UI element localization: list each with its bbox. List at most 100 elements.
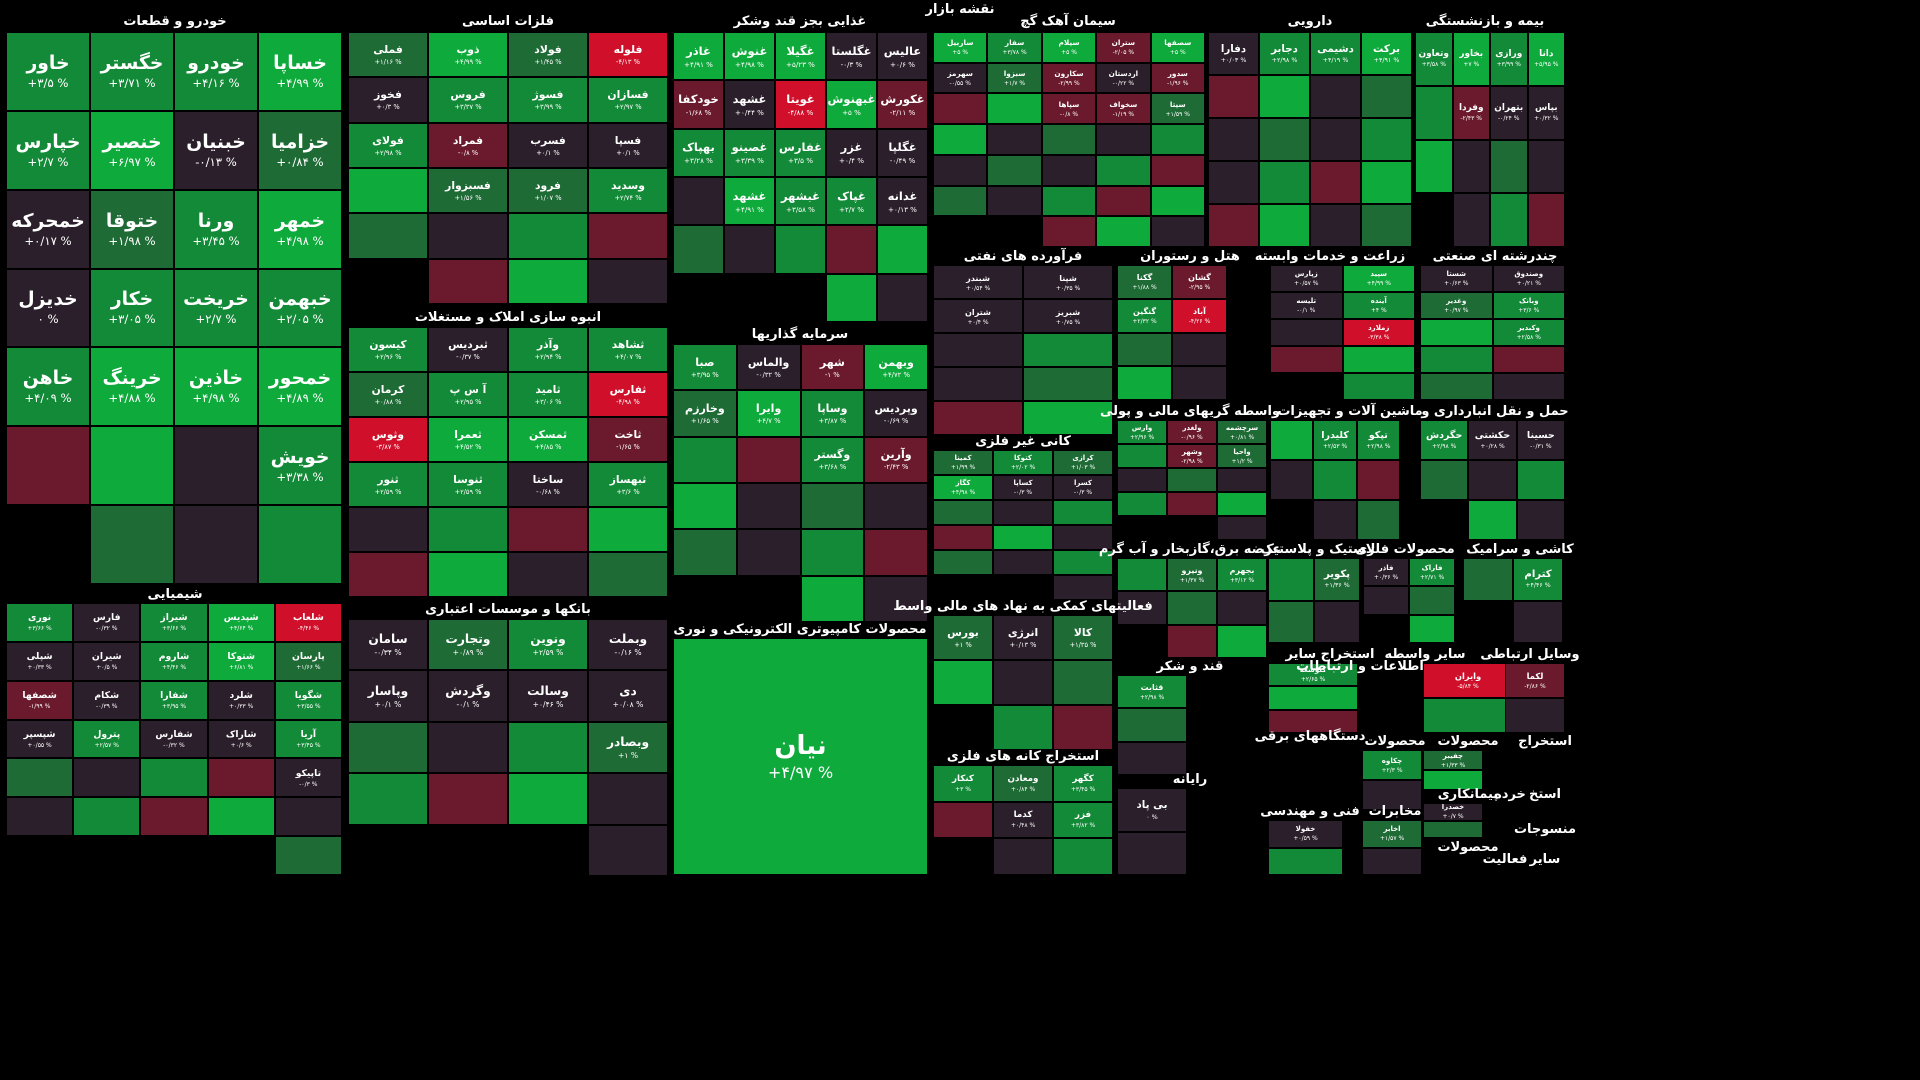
filler-tile[interactable] — [1167, 492, 1217, 516]
stock-tile[interactable]: شپسپر +۰/۵۵ % — [6, 719, 74, 759]
filler-tile[interactable] — [933, 154, 988, 186]
stock-tile[interactable]: وسالت +۰/۴۶ % — [508, 670, 588, 722]
stock-tile[interactable]: بی پاد ۰ % — [1117, 788, 1187, 832]
stock-tile[interactable]: خاذین +۴/۹۸ % — [174, 347, 258, 427]
stock-tile[interactable]: اردستان -۰/۲۲ % — [1096, 62, 1151, 94]
filler-tile[interactable] — [1150, 124, 1205, 155]
stock-tile[interactable]: فسازان +۲/۹۷ % — [588, 77, 668, 123]
filler-tile[interactable] — [1150, 185, 1205, 217]
stock-tile[interactable]: کساپا -۰/۳ % — [993, 475, 1053, 500]
stock-tile[interactable]: والماس -۰/۳۲ % — [736, 344, 801, 391]
filler-tile[interactable] — [1217, 591, 1267, 625]
filler-tile[interactable] — [1167, 468, 1217, 492]
stock-tile[interactable]: شستا +۰/۶۳ % — [1420, 265, 1493, 292]
stock-tile[interactable]: وساپا +۳/۸۷ % — [800, 390, 865, 437]
stock-tile[interactable]: نیان +۴/۹۷ % — [673, 638, 928, 875]
filler-tile[interactable] — [140, 797, 208, 837]
stock-tile[interactable]: غاذر +۴/۹۱ % — [673, 32, 724, 81]
stock-tile[interactable]: غفارس +۳/۵ % — [775, 128, 826, 177]
stock-tile[interactable]: شفارا +۳/۹۵ % — [140, 680, 208, 720]
stock-tile[interactable]: شلرد +۰/۳۳ % — [207, 680, 275, 720]
stock-tile[interactable]: خصدرا +۰/۷ % — [1423, 803, 1483, 821]
stock-tile[interactable]: کترام +۴/۴۶ % — [1513, 558, 1563, 601]
stock-tile[interactable]: سبزوا +۱/۷ % — [987, 62, 1042, 94]
filler-tile[interactable] — [800, 483, 865, 530]
stock-tile[interactable]: ثاخت -۱/۶۵ % — [588, 417, 668, 462]
filler-tile[interactable] — [1310, 118, 1361, 161]
stock-tile[interactable]: خبنیان -۰/۱۳ % — [174, 110, 258, 190]
filler-tile[interactable] — [933, 124, 988, 155]
stock-tile[interactable]: صبا +۳/۹۵ % — [673, 344, 737, 391]
filler-tile[interactable] — [1423, 770, 1483, 790]
stock-tile[interactable]: وتعاون +۳/۵۸ % — [1415, 32, 1453, 86]
stock-tile[interactable]: ختوقا +۱/۹۸ % — [90, 189, 174, 269]
filler-tile[interactable] — [993, 500, 1053, 525]
filler-tile[interactable] — [1452, 193, 1490, 247]
filler-tile[interactable] — [1053, 660, 1113, 705]
filler-tile[interactable] — [987, 154, 1042, 186]
filler-tile[interactable] — [1208, 118, 1259, 161]
stock-tile[interactable]: ثمسکن +۴/۸۵ % — [508, 417, 588, 462]
stock-tile[interactable]: خرینگ +۴/۸۸ % — [90, 347, 174, 427]
stock-tile[interactable]: خودرو +۴/۱۶ % — [174, 32, 258, 111]
filler-tile[interactable] — [1527, 139, 1565, 194]
stock-tile[interactable]: وبملت -۰/۱۶ % — [588, 619, 668, 671]
stock-tile[interactable]: سکارون -۲/۹۹ % — [1041, 62, 1097, 94]
stock-tile[interactable]: کنکار +۳ % — [933, 765, 993, 802]
filler-tile[interactable] — [1490, 193, 1528, 247]
stock-tile[interactable]: ونیرو +۱/۳۷ % — [1167, 558, 1217, 592]
filler-tile[interactable] — [1096, 216, 1151, 247]
filler-tile[interactable] — [1023, 333, 1113, 367]
filler-tile[interactable] — [588, 258, 668, 304]
filler-tile[interactable] — [1096, 154, 1151, 186]
stock-tile[interactable]: وارس +۲/۹۶ % — [1117, 420, 1167, 444]
filler-tile[interactable] — [1053, 525, 1113, 550]
stock-tile[interactable]: کتوسعه +۲/۶۵ % — [1268, 663, 1358, 687]
filler-tile[interactable] — [73, 758, 141, 798]
stock-tile[interactable]: ثامید +۳/۰۶ % — [508, 372, 588, 417]
stock-tile[interactable]: دجابر +۲/۹۸ % — [1259, 32, 1310, 75]
stock-tile[interactable]: واحیا +۱/۲ % — [1217, 444, 1267, 468]
filler-tile[interactable] — [987, 124, 1042, 155]
stock-tile[interactable]: خمحرکه +۰/۱۷ % — [6, 189, 90, 269]
filler-tile[interactable] — [1117, 332, 1172, 367]
stock-tile[interactable]: فخوز +۰/۳ % — [348, 77, 428, 123]
filler-tile[interactable] — [1053, 705, 1113, 750]
filler-tile[interactable] — [1217, 516, 1267, 540]
filler-tile[interactable] — [140, 758, 208, 798]
stock-tile[interactable]: شپلی +۰/۳۳ % — [6, 641, 74, 681]
stock-tile[interactable]: وبصادر +۱ % — [588, 721, 668, 774]
stock-tile[interactable]: غشهد +۰/۴۴ % — [724, 80, 775, 129]
filler-tile[interactable] — [673, 177, 724, 226]
stock-tile[interactable]: خاهن +۴/۰۹ % — [6, 347, 90, 427]
stock-tile[interactable]: وتجارت +۰/۸۹ % — [428, 619, 508, 671]
stock-tile[interactable]: شتوکا +۶/۸۱ % — [207, 641, 275, 681]
stock-tile[interactable]: فملی +۱/۱۶ % — [348, 32, 428, 78]
stock-tile[interactable]: خساپا +۴/۹۹ % — [258, 32, 342, 111]
stock-tile[interactable]: کلیدرا +۲/۵۳ % — [1313, 420, 1357, 460]
stock-tile[interactable]: خمهر +۴/۹۸ % — [258, 189, 342, 269]
filler-tile[interactable] — [207, 758, 275, 798]
filler-tile[interactable] — [933, 401, 1023, 435]
filler-tile[interactable] — [1117, 366, 1172, 400]
stock-tile[interactable]: کمینا +۱/۹۹ % — [933, 450, 993, 475]
filler-tile[interactable] — [1117, 492, 1167, 516]
stock-tile[interactable]: وکبدیر +۲/۵۸ % — [1492, 319, 1565, 346]
filler-tile[interactable] — [1310, 204, 1361, 247]
stock-tile[interactable]: خگستر +۳/۷۱ % — [90, 32, 174, 111]
stock-tile[interactable]: اخابر +۱/۵۷ % — [1362, 820, 1422, 848]
stock-tile[interactable]: ثنوسا +۲/۵۹ % — [428, 462, 508, 507]
filler-tile[interactable] — [1117, 468, 1167, 492]
stock-tile[interactable]: وبهمن +۴/۷۲ % — [864, 344, 928, 391]
filler-tile[interactable] — [1041, 154, 1097, 186]
filler-tile[interactable] — [1268, 847, 1343, 875]
filler-tile[interactable] — [1420, 373, 1493, 400]
stock-tile[interactable]: شاراک +۰/۶ % — [207, 719, 275, 759]
filler-tile[interactable] — [508, 552, 588, 597]
stock-tile[interactable]: ستران -۲/۰۵ % — [1096, 32, 1151, 63]
stock-tile[interactable]: برکت +۴/۹۱ % — [1361, 32, 1412, 75]
filler-tile[interactable] — [775, 225, 826, 274]
stock-tile[interactable]: کگاز +۴/۹۸ % — [933, 475, 993, 500]
filler-tile[interactable] — [1363, 586, 1409, 615]
filler-tile[interactable] — [993, 838, 1053, 875]
